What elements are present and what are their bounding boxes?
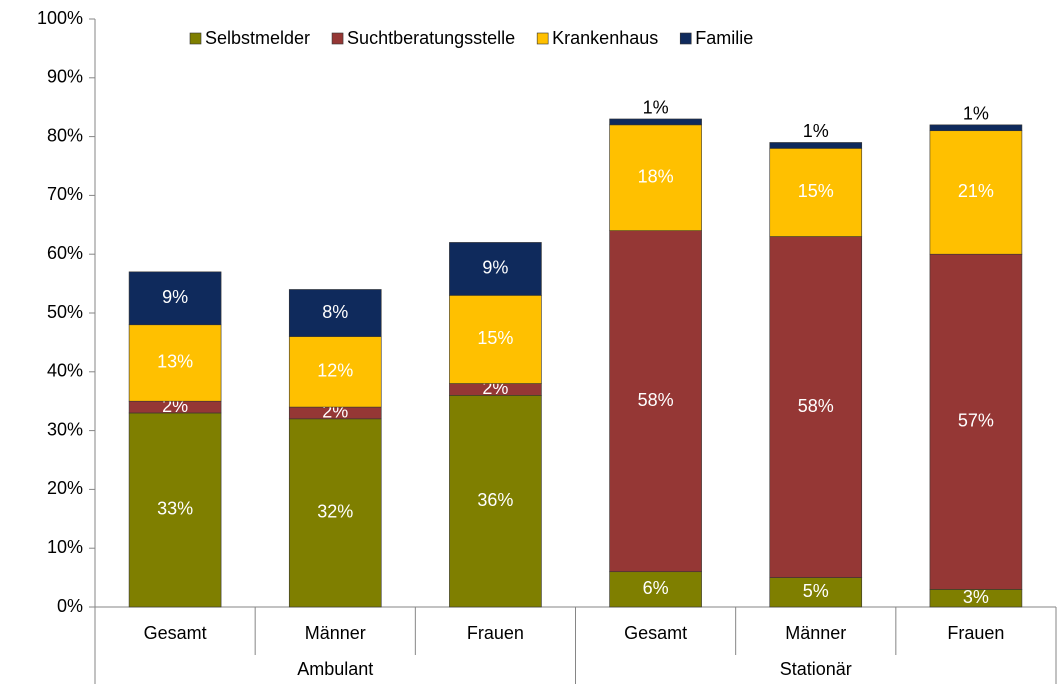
x-tick-label: Frauen <box>947 623 1004 643</box>
y-tick-label: 70% <box>47 184 83 204</box>
y-tick-label: 0% <box>57 596 83 616</box>
bar-segment <box>128 271 222 326</box>
legend-label: Selbstmelder <box>205 28 310 48</box>
data-label: 1% <box>803 121 829 141</box>
bar-segment <box>609 230 702 573</box>
bar-segment <box>609 124 702 231</box>
legend-label: Krankenhaus <box>552 28 658 48</box>
bar-segment <box>609 118 702 126</box>
data-label: 8% <box>322 302 348 322</box>
x-tick-label: Frauen <box>467 623 524 643</box>
bar-segment <box>288 336 382 408</box>
x-tick-label: Männer <box>785 623 846 643</box>
y-tick-label: 60% <box>47 243 83 263</box>
group-label: Ambulant <box>297 659 373 679</box>
data-label: 57% <box>958 411 994 431</box>
legend-swatch <box>679 32 692 45</box>
legend-swatch <box>331 32 344 45</box>
y-tick-label: 100% <box>37 8 83 28</box>
y-tick-label: 20% <box>47 478 83 498</box>
data-label: 1% <box>643 98 669 118</box>
bar-segment <box>929 124 1023 132</box>
x-tick-label: Männer <box>305 623 366 643</box>
data-label: 5% <box>803 581 829 601</box>
data-label: 15% <box>798 181 834 201</box>
bar-segment <box>769 142 863 149</box>
bar-segment <box>128 324 222 402</box>
data-label: 9% <box>482 258 508 278</box>
data-label: 36% <box>477 490 513 510</box>
y-tick-label: 80% <box>47 125 83 145</box>
bar-segment <box>449 295 542 384</box>
legend-label: Familie <box>695 28 753 48</box>
data-label: 58% <box>798 396 834 416</box>
data-label: 58% <box>638 390 674 410</box>
legend-swatch <box>189 32 202 45</box>
data-label: 6% <box>643 578 669 598</box>
bar-segment <box>769 236 863 578</box>
legend-swatch <box>536 32 549 45</box>
y-tick-label: 30% <box>47 419 83 439</box>
data-label: 9% <box>162 287 188 307</box>
group-label: Stationär <box>780 659 852 679</box>
data-label: 13% <box>157 352 193 372</box>
bar-segment <box>609 571 702 608</box>
y-tick-label: 50% <box>47 302 83 322</box>
y-tick-label: 40% <box>47 361 83 381</box>
legend-label: Suchtberatungsstelle <box>347 28 515 48</box>
data-label: 32% <box>317 502 353 522</box>
bar-segment <box>769 577 863 608</box>
bar-segment <box>128 412 222 608</box>
bar-segment <box>449 395 542 608</box>
data-label: 3% <box>963 587 989 607</box>
data-label: 15% <box>477 328 513 348</box>
bar-segment <box>449 242 542 296</box>
data-label: 33% <box>157 499 193 519</box>
y-tick-label: 90% <box>47 67 83 87</box>
x-tick-label: Gesamt <box>144 623 207 643</box>
data-label: 12% <box>317 361 353 381</box>
bar-segment <box>929 130 1023 255</box>
bar-segment <box>929 253 1023 590</box>
bar-segment <box>288 289 382 337</box>
data-label: 21% <box>958 181 994 201</box>
data-label: 1% <box>963 104 989 124</box>
bar-segment <box>288 418 382 608</box>
x-tick-label: Gesamt <box>624 623 687 643</box>
bar-segment <box>769 148 863 237</box>
data-label: 18% <box>638 167 674 187</box>
y-tick-label: 10% <box>47 537 83 557</box>
